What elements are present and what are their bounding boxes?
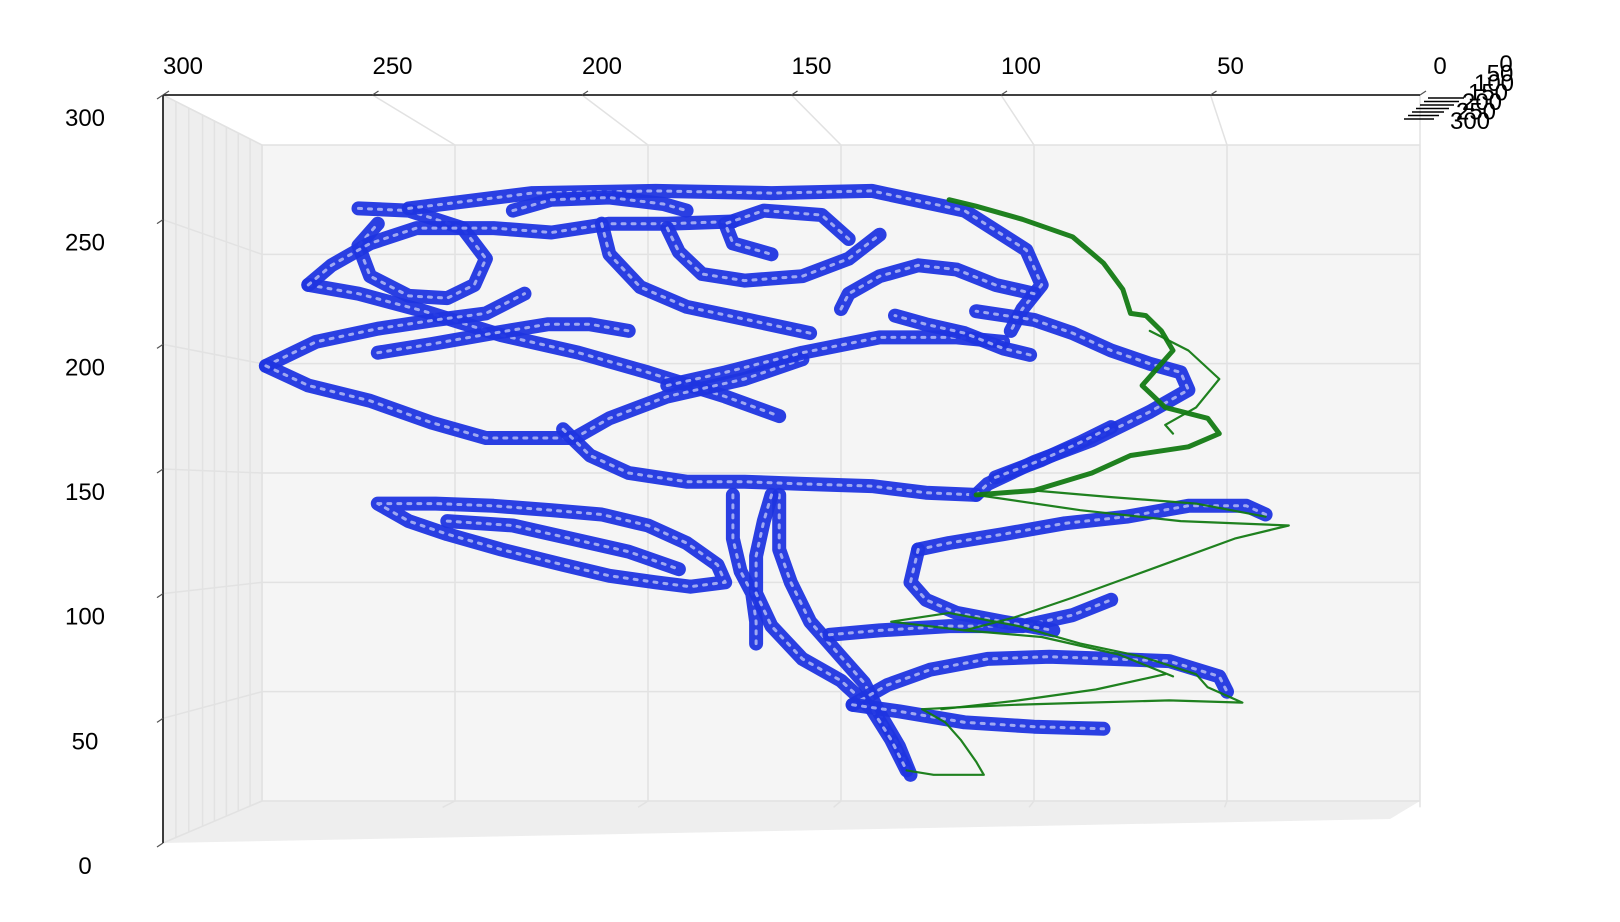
- blue-stroke-texture-17: [827, 598, 1113, 637]
- y-tick-label: 300: [65, 105, 105, 132]
- z-tick-label: 100: [1474, 70, 1514, 97]
- blue-stroke-texture-3: [306, 220, 735, 287]
- x-tick-150: [791, 90, 798, 96]
- x-tick-300: [162, 90, 170, 96]
- y-tick-label: 250: [65, 230, 105, 257]
- blue-stroke-texture-18: [376, 502, 727, 589]
- x-tick-0: [1419, 90, 1427, 96]
- blue-stroke-texture-13: [893, 314, 1032, 357]
- y-tick-label: 150: [65, 479, 105, 506]
- gridline-side-150: [162, 468, 263, 474]
- blue-stroke-texture-9: [264, 357, 804, 440]
- gridline-floor-150: [833, 800, 842, 808]
- y-tick-label: 100: [65, 604, 105, 631]
- gridline-top-300: [162, 94, 263, 146]
- y-tick-250: [156, 219, 164, 225]
- gridline-side-0: [162, 800, 263, 844]
- gridline-top-50: [1209, 94, 1228, 146]
- green-stroke-4: [963, 629, 1175, 678]
- gridline-side-250: [162, 218, 263, 256]
- blue-stroke-texture-14: [731, 493, 758, 646]
- x-tick-label: 300: [163, 53, 203, 80]
- series-green: [890, 197, 1290, 776]
- z-tick-label: 200: [1462, 89, 1502, 116]
- y-tick-100: [156, 593, 164, 599]
- blue-stroke-texture-22: [851, 655, 1229, 707]
- z-tick-label: 300: [1450, 108, 1490, 135]
- axis-ticks: [156, 90, 1427, 848]
- blue-stroke-texture-24: [993, 425, 1113, 479]
- y-tick-label: 0: [78, 853, 91, 880]
- x-tick-label: 50: [1217, 53, 1244, 80]
- blue-stroke-8: [258, 286, 532, 373]
- z-tick-label: 150: [1468, 80, 1508, 107]
- gridline-floor-200: [637, 800, 649, 808]
- gridline-top-100: [1000, 94, 1035, 146]
- blue-stroke-texture-20: [916, 504, 1268, 551]
- blue-stroke-texture-26: [511, 196, 689, 213]
- x-axis-tick-labels: 300 250 200 150 100 50 0: [163, 53, 1447, 80]
- x-tick-100: [1000, 90, 1008, 96]
- blue-stroke-texture-25: [839, 263, 1036, 311]
- left-wall: [163, 95, 262, 843]
- x-tick-250: [372, 90, 379, 96]
- blue-stroke-texture-5: [665, 226, 882, 283]
- gridline-floor-50: [1223, 800, 1228, 808]
- x-tick-label: 0: [1433, 53, 1446, 80]
- gridline-side-200: [162, 343, 263, 365]
- plot-scene: [156, 90, 1427, 848]
- y-tick-150: [156, 468, 164, 474]
- green-stroke-0: [946, 197, 1222, 498]
- blue-stroke-texture-1: [407, 189, 1044, 333]
- x-tick-label: 250: [372, 53, 412, 80]
- x-tick-50: [1210, 90, 1217, 96]
- gridline-top-250: [372, 94, 456, 146]
- x-tick-label: 150: [791, 53, 831, 80]
- gridline-floor-300: [246, 800, 263, 808]
- blue-stroke-texture-0: [357, 206, 488, 300]
- y-tick-200: [156, 343, 164, 349]
- blue-stroke-texture-16: [754, 493, 909, 772]
- z-tick-label: 50: [1487, 61, 1514, 88]
- blue-stroke-texture-2: [306, 283, 781, 418]
- series-blue: [258, 183, 1273, 782]
- green-stroke-1: [890, 493, 1290, 776]
- blue-stroke-texture-19: [445, 519, 681, 571]
- green-stroke-3: [1032, 489, 1267, 518]
- gridline-floor-250: [442, 800, 456, 808]
- gridline-side-50: [162, 690, 263, 720]
- gridline-floor-100: [1028, 800, 1035, 808]
- z-tick-label: 0: [1499, 51, 1512, 78]
- x-tick-label: 100: [1001, 53, 1041, 80]
- y-tick-label: 50: [72, 728, 99, 755]
- blue-stroke-texture-6: [723, 209, 851, 256]
- y-tick-50: [156, 717, 164, 723]
- blue-stroke-texture-23: [851, 703, 1105, 731]
- green-stroke-2: [1148, 329, 1221, 435]
- y-tick-label: 200: [65, 354, 105, 381]
- y-axis-tick-labels: 300 250 200 150 100 50 0: [65, 105, 105, 880]
- floor: [163, 801, 1420, 843]
- blue-stroke-texture-4: [600, 222, 812, 335]
- gridline-top-150: [790, 94, 842, 146]
- gridline-top-200: [581, 94, 649, 146]
- y-tick-300: [156, 94, 164, 100]
- blue-stroke-texture-10: [561, 427, 978, 497]
- gridline-side-100: [162, 581, 263, 595]
- gridlines: [162, 94, 1421, 844]
- x-tick-label: 200: [582, 53, 622, 80]
- z-tick-label: 250: [1456, 99, 1496, 126]
- green-stroke-5: [940, 673, 1167, 711]
- y-tick-0: [156, 842, 164, 848]
- blue-stroke-texture-15: [777, 493, 912, 777]
- blue-stroke-texture-7: [376, 322, 631, 355]
- x-tick-200: [581, 90, 589, 96]
- blue-stroke-texture-21: [909, 548, 1055, 632]
